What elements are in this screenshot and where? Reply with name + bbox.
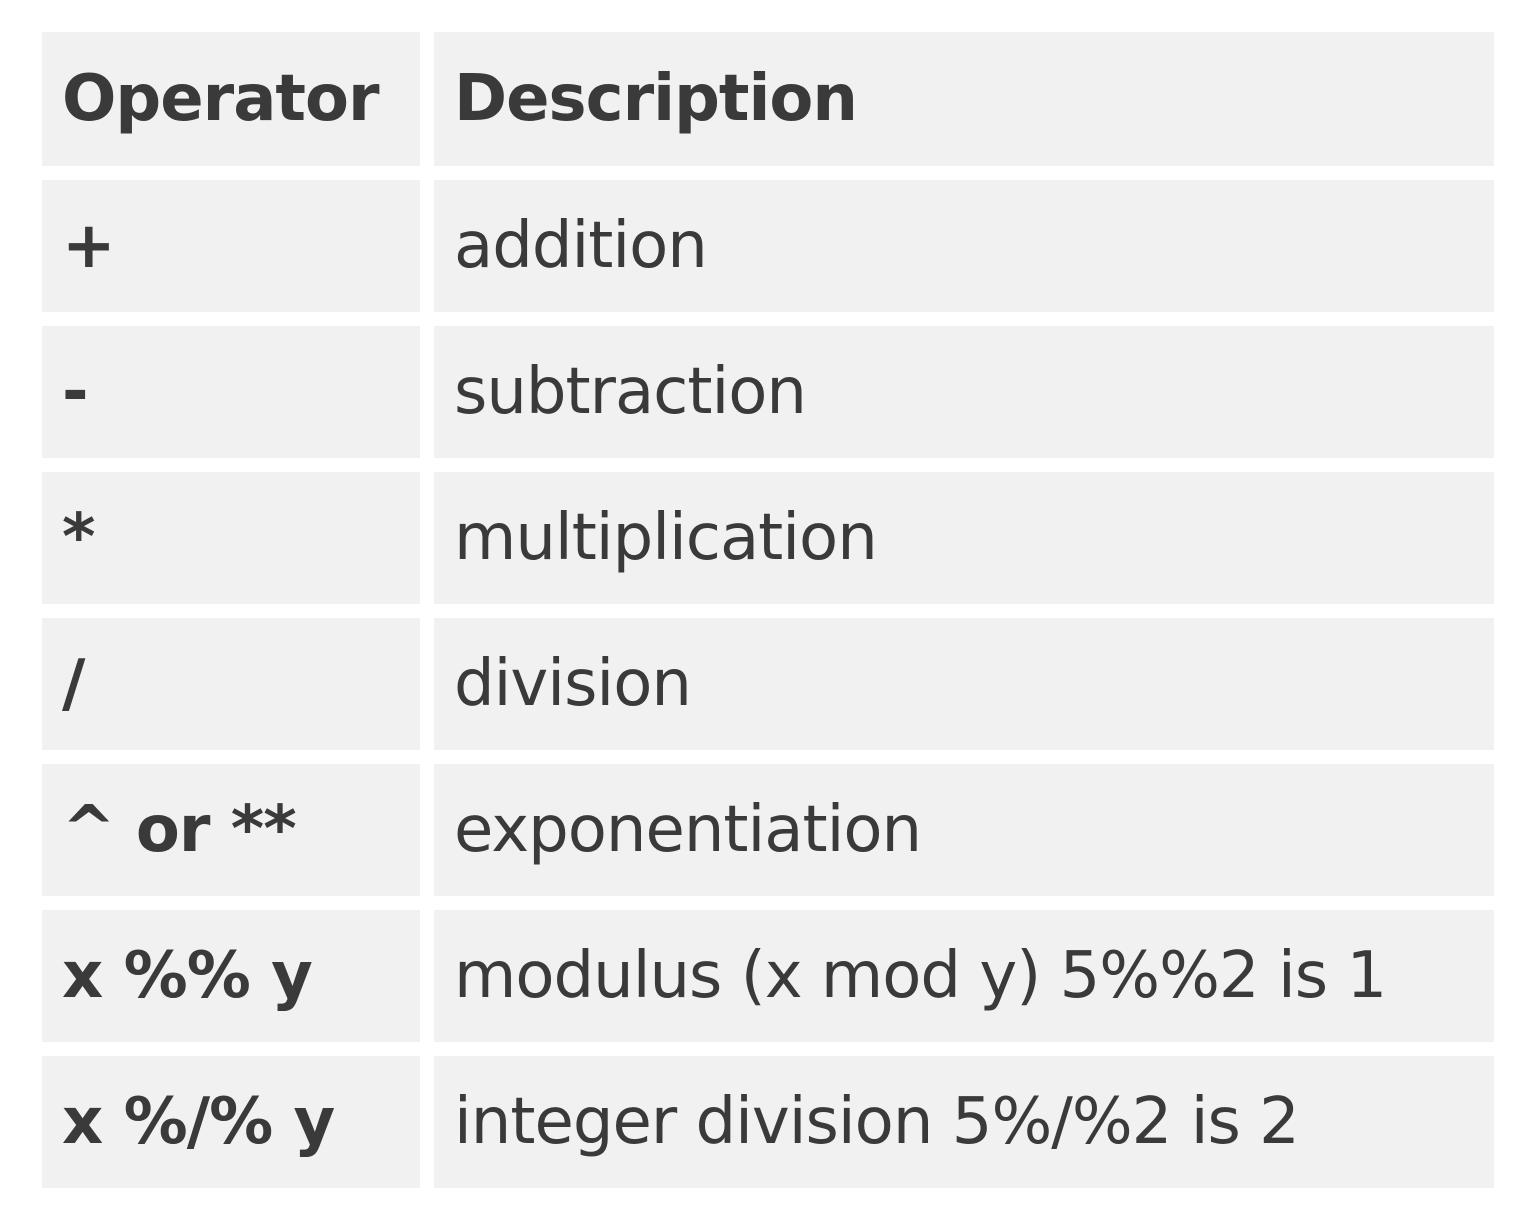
table-row-operator: x %/% y — [42, 1056, 420, 1188]
table-row-description: exponentiation — [434, 764, 1494, 896]
table-row-description: multiplication — [434, 472, 1494, 604]
operator-table: Operator Description + addition - subtra… — [42, 32, 1494, 1188]
header-description: Description — [434, 32, 1494, 166]
header-operator: Operator — [42, 32, 420, 166]
table-row-description: modulus (x mod y) 5%%2 is 1 — [434, 910, 1494, 1042]
table-row-description: addition — [434, 180, 1494, 312]
table-row-operator: - — [42, 326, 420, 458]
table-row-operator: + — [42, 180, 420, 312]
table-row-operator: x %% y — [42, 910, 420, 1042]
table-row-description: integer division 5%/%2 is 2 — [434, 1056, 1494, 1188]
table-row-operator: / — [42, 618, 420, 750]
table-row-description: division — [434, 618, 1494, 750]
table-row-description: subtraction — [434, 326, 1494, 458]
table-row-operator: * — [42, 472, 420, 604]
table-row-operator: ^ or ** — [42, 764, 420, 896]
